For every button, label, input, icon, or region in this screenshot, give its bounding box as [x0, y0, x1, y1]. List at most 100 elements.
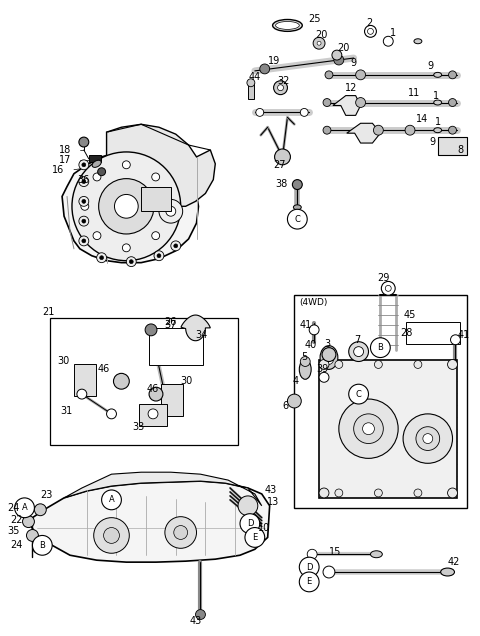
- Circle shape: [323, 99, 331, 106]
- Circle shape: [35, 504, 46, 516]
- Ellipse shape: [276, 22, 300, 29]
- Circle shape: [300, 557, 319, 577]
- Text: 42: 42: [447, 557, 460, 567]
- Circle shape: [356, 97, 366, 107]
- Text: 30: 30: [180, 377, 193, 386]
- Circle shape: [447, 488, 457, 498]
- Circle shape: [300, 109, 308, 116]
- Circle shape: [335, 361, 343, 368]
- Bar: [161, 384, 183, 416]
- Circle shape: [423, 434, 433, 443]
- Ellipse shape: [293, 205, 301, 210]
- Circle shape: [30, 534, 35, 537]
- Text: 8: 8: [457, 145, 464, 155]
- Circle shape: [122, 161, 130, 169]
- Circle shape: [323, 566, 335, 578]
- Text: 1: 1: [433, 90, 439, 100]
- Bar: [438, 137, 468, 155]
- Circle shape: [447, 359, 457, 370]
- Circle shape: [238, 496, 258, 516]
- Circle shape: [317, 41, 321, 45]
- Circle shape: [174, 244, 178, 248]
- Circle shape: [309, 325, 319, 335]
- Bar: [406, 322, 460, 343]
- Ellipse shape: [92, 160, 101, 167]
- Circle shape: [260, 64, 270, 74]
- Text: A: A: [22, 503, 27, 512]
- Text: 25: 25: [308, 13, 320, 24]
- Text: 36: 36: [77, 175, 89, 184]
- Circle shape: [165, 516, 196, 548]
- Text: 43: 43: [264, 485, 277, 495]
- Text: 32: 32: [277, 76, 290, 86]
- Text: 6: 6: [283, 401, 288, 411]
- Circle shape: [72, 152, 180, 261]
- Circle shape: [26, 530, 38, 541]
- Text: C: C: [356, 390, 361, 399]
- Text: 43: 43: [190, 616, 202, 626]
- Circle shape: [414, 489, 422, 497]
- Circle shape: [288, 209, 307, 229]
- Circle shape: [313, 38, 325, 49]
- Text: B: B: [39, 541, 45, 550]
- Circle shape: [159, 200, 183, 223]
- Circle shape: [152, 232, 160, 240]
- Circle shape: [97, 168, 106, 176]
- Circle shape: [79, 216, 89, 226]
- Ellipse shape: [371, 551, 383, 558]
- Circle shape: [166, 206, 176, 216]
- Circle shape: [240, 514, 260, 534]
- Polygon shape: [30, 481, 270, 562]
- Text: 7: 7: [355, 335, 361, 345]
- Bar: [74, 364, 96, 396]
- Polygon shape: [107, 124, 216, 206]
- Text: 3: 3: [324, 339, 330, 349]
- Text: 9: 9: [351, 58, 357, 68]
- Polygon shape: [181, 315, 210, 341]
- Text: 18: 18: [59, 145, 72, 155]
- Text: 46: 46: [97, 364, 110, 375]
- Circle shape: [354, 347, 363, 357]
- Text: 19: 19: [268, 56, 280, 66]
- Circle shape: [107, 409, 117, 419]
- Text: E: E: [307, 577, 312, 586]
- Circle shape: [274, 81, 288, 95]
- Text: 20: 20: [337, 43, 349, 53]
- Text: 21: 21: [42, 307, 55, 317]
- Circle shape: [81, 202, 89, 211]
- Circle shape: [113, 373, 129, 389]
- Circle shape: [448, 99, 456, 106]
- Text: 11: 11: [408, 88, 420, 98]
- Circle shape: [354, 414, 384, 443]
- Text: 40: 40: [304, 340, 316, 350]
- Circle shape: [247, 79, 255, 86]
- Circle shape: [277, 85, 284, 91]
- Circle shape: [307, 550, 317, 559]
- Circle shape: [93, 232, 101, 240]
- Ellipse shape: [320, 346, 338, 370]
- Circle shape: [349, 384, 369, 404]
- Text: 29: 29: [377, 273, 389, 284]
- Circle shape: [145, 324, 157, 336]
- Text: (4WD): (4WD): [300, 298, 328, 307]
- Circle shape: [33, 541, 44, 553]
- Circle shape: [335, 489, 343, 497]
- Circle shape: [104, 527, 120, 543]
- Circle shape: [102, 490, 121, 510]
- Circle shape: [82, 239, 86, 243]
- Circle shape: [319, 359, 329, 370]
- Circle shape: [362, 423, 374, 434]
- Text: 16: 16: [52, 165, 64, 175]
- Bar: [139, 404, 167, 425]
- Circle shape: [384, 36, 393, 46]
- Circle shape: [126, 257, 136, 266]
- Polygon shape: [333, 95, 360, 115]
- Circle shape: [381, 281, 395, 295]
- Polygon shape: [64, 472, 262, 506]
- Circle shape: [79, 197, 89, 206]
- Text: 15: 15: [329, 547, 341, 557]
- Circle shape: [385, 286, 391, 291]
- Text: 13: 13: [267, 497, 279, 507]
- Circle shape: [448, 126, 456, 134]
- Circle shape: [451, 335, 460, 345]
